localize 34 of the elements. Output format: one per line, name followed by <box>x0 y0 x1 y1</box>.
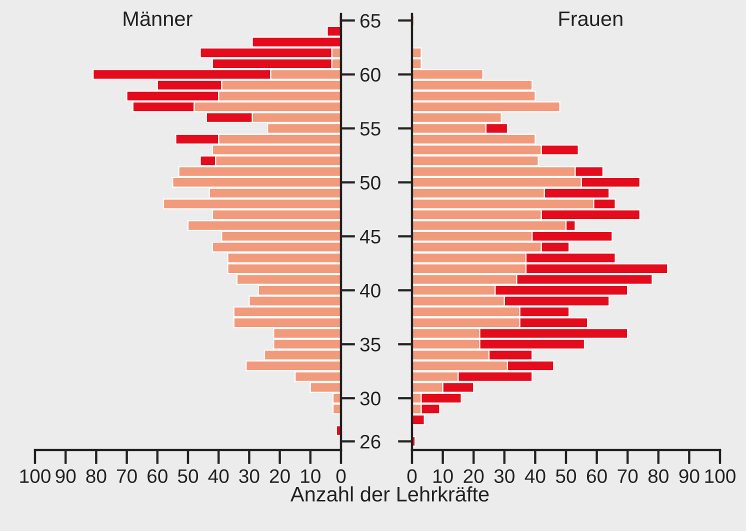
x-tick-label: 90 <box>679 469 700 484</box>
x-tick-label: 70 <box>618 469 638 484</box>
y-tick-label: 50 <box>360 176 380 190</box>
x-tick-label: 90 <box>56 469 76 484</box>
y-tick-label: 26 <box>360 434 380 449</box>
y-tick-label: 55 <box>360 122 380 136</box>
x-tick-label: 80 <box>648 469 668 484</box>
x-tick-label: 80 <box>86 469 106 484</box>
y-tick-label: 40 <box>360 284 380 298</box>
x-tick-label: 100 <box>705 469 736 484</box>
x-axis-title: Anzahl der Lehrkräfte <box>290 486 489 502</box>
y-tick-label: 65 <box>360 14 380 28</box>
y-tick-label: 35 <box>360 338 380 352</box>
x-tick-label: 10 <box>433 469 453 484</box>
x-tick-label: 60 <box>586 469 607 484</box>
x-tick-label: 100 <box>20 469 50 484</box>
x-tick-label: 50 <box>556 469 576 484</box>
y-tick-label: 45 <box>360 230 380 244</box>
x-tick-label: 30 <box>494 469 514 484</box>
x-tick-label: 20 <box>464 469 484 484</box>
y-tick-label: 60 <box>360 68 380 82</box>
x-tick-label: 40 <box>524 469 546 484</box>
x-tick-label: 50 <box>178 469 198 484</box>
x-tick-label: 60 <box>148 469 168 484</box>
x-tick-label: 40 <box>208 469 229 484</box>
chart-title: Frauen <box>559 12 622 26</box>
x-tick-label: 30 <box>239 469 260 484</box>
chart-title: Männer <box>124 12 192 26</box>
x-tick-label: 0 <box>407 469 417 484</box>
y-tick-label: 30 <box>360 392 380 406</box>
x-tick-label: 10 <box>301 469 320 484</box>
x-tick-label: 70 <box>116 469 137 484</box>
x-tick-label: 0 <box>336 469 346 484</box>
x-tick-label: 20 <box>270 469 290 484</box>
